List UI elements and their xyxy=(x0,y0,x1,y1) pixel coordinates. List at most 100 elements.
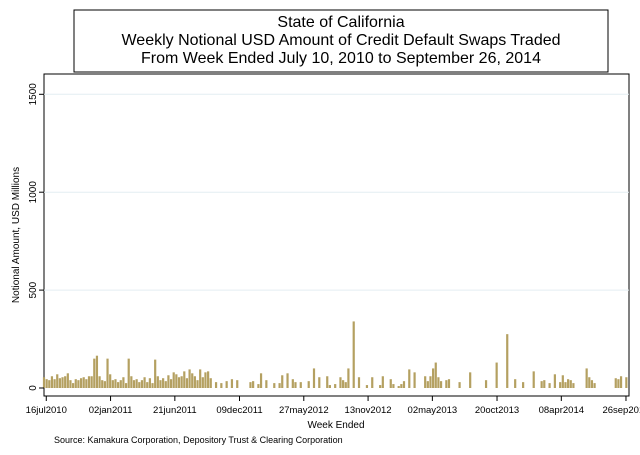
bar xyxy=(124,383,128,389)
x-tick-label: 02jan2011 xyxy=(89,405,133,416)
y-tick-label: 0 xyxy=(28,385,39,391)
bar xyxy=(236,380,239,388)
bar xyxy=(172,372,175,388)
bar xyxy=(548,383,551,389)
bar xyxy=(259,373,263,388)
bar xyxy=(379,385,382,388)
bar xyxy=(590,380,594,388)
bar xyxy=(199,369,202,388)
chart-title-line-3: From Week Ended July 10, 2010 to Septemb… xyxy=(141,50,541,67)
x-tick-label: 27may2012 xyxy=(279,405,329,416)
x-tick-label: 08apr2014 xyxy=(539,405,584,416)
bar xyxy=(344,382,347,388)
chart-title-line-1: State of California xyxy=(277,14,404,31)
bar xyxy=(593,383,596,389)
bar xyxy=(434,362,437,388)
bar xyxy=(132,380,136,388)
bar xyxy=(42,377,46,388)
bar xyxy=(426,381,429,388)
bar xyxy=(588,377,591,388)
bar xyxy=(77,380,80,388)
bar xyxy=(209,378,212,388)
y-tick-label: 1000 xyxy=(28,181,39,204)
bar xyxy=(85,379,88,388)
bar xyxy=(101,380,104,388)
y-axis-label: Notional Amount, USD Millions xyxy=(11,167,22,303)
bar xyxy=(220,383,223,389)
bar xyxy=(214,382,218,388)
bar xyxy=(278,383,281,389)
bar xyxy=(318,377,321,388)
bar xyxy=(56,374,59,388)
bar xyxy=(48,380,51,388)
bar xyxy=(87,376,91,388)
bar xyxy=(249,382,252,388)
x-tick-label: 21jun2011 xyxy=(153,405,197,416)
bar xyxy=(495,362,498,388)
x-axis-label: Week Ended xyxy=(307,420,364,431)
bar xyxy=(74,379,77,388)
bar xyxy=(365,385,369,388)
bar xyxy=(273,383,276,389)
bar xyxy=(389,379,392,388)
bar xyxy=(371,377,374,388)
bar xyxy=(307,381,310,388)
bar xyxy=(82,377,85,388)
bar xyxy=(117,382,120,388)
bar xyxy=(506,334,509,388)
bar xyxy=(188,369,191,388)
bar xyxy=(265,380,268,388)
bar xyxy=(532,371,535,388)
bar xyxy=(281,375,284,388)
bar xyxy=(45,379,48,388)
bar xyxy=(400,384,403,388)
bar xyxy=(196,380,199,388)
bar xyxy=(299,382,302,388)
bar xyxy=(53,379,56,388)
plot-area xyxy=(43,73,630,397)
bar xyxy=(69,380,72,388)
bar xyxy=(140,380,144,388)
bar xyxy=(143,377,146,388)
bar xyxy=(177,377,181,388)
chart-title-line-2: Weekly Notional USD Amount of Credit Def… xyxy=(121,32,560,49)
x-axis: 16jul2010 02jan2011 21jun2011 09dec2011 27ma… xyxy=(26,396,640,416)
bar xyxy=(191,373,194,388)
bar xyxy=(122,377,125,388)
x-tick-label: 13nov2012 xyxy=(345,405,392,416)
bar xyxy=(64,376,67,388)
bar xyxy=(617,379,620,388)
bar xyxy=(257,384,260,388)
bar xyxy=(193,376,196,388)
x-tick-label: 02may2013 xyxy=(408,405,458,416)
bar xyxy=(114,379,117,388)
bar xyxy=(392,384,395,388)
bar xyxy=(564,382,567,388)
bar xyxy=(180,376,183,388)
bar xyxy=(294,382,297,388)
bar xyxy=(522,382,525,388)
bar xyxy=(429,376,432,388)
bar xyxy=(252,381,255,388)
bar xyxy=(146,382,149,388)
bar xyxy=(585,368,588,388)
bar xyxy=(569,380,572,388)
bar xyxy=(154,359,157,388)
x-tick-label: 26sep2014 xyxy=(602,405,640,416)
bar xyxy=(185,378,189,388)
bar xyxy=(225,381,228,388)
bar xyxy=(402,381,406,388)
bar xyxy=(567,379,570,388)
bar xyxy=(424,376,427,388)
bar xyxy=(347,368,350,388)
y-axis: 0 500 1000 1500 xyxy=(28,83,44,391)
bar xyxy=(614,378,617,388)
title-box xyxy=(73,9,609,73)
bar xyxy=(432,368,435,388)
bar xyxy=(559,382,562,388)
bar xyxy=(572,383,575,389)
bar xyxy=(413,372,416,388)
bar xyxy=(445,380,448,388)
bar xyxy=(543,380,546,388)
